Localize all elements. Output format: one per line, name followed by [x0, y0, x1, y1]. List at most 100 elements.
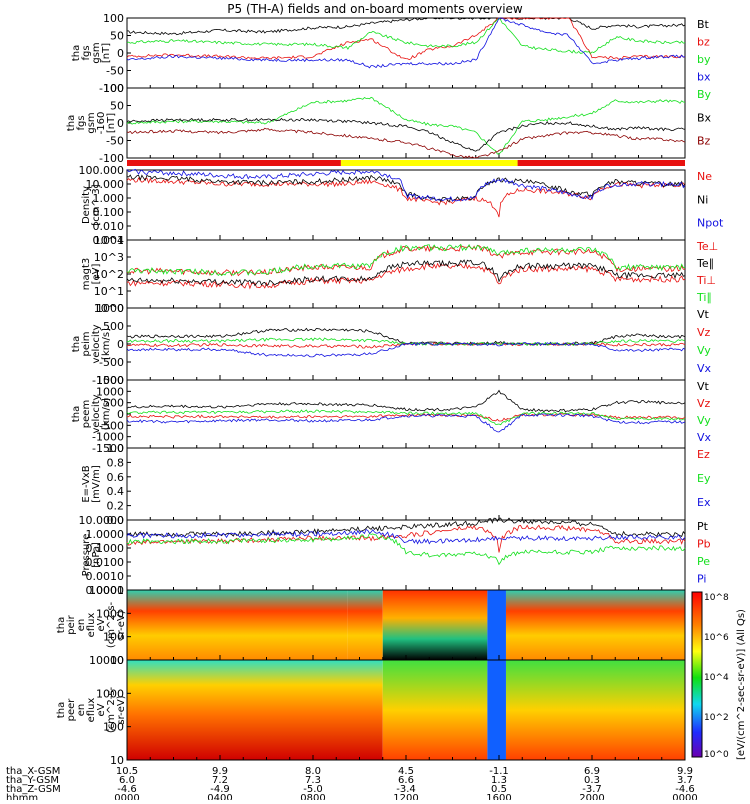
panel-ylabel: sr-eV)	[116, 695, 127, 724]
panel-ylabel: [km/s]	[101, 398, 112, 430]
y-tick-label: -1000	[92, 374, 124, 387]
y-tick-label: 1500	[96, 374, 124, 387]
ephem-value: 0.3	[584, 775, 600, 786]
series-Vx	[126, 342, 686, 358]
ephem-value: 0400	[207, 793, 232, 800]
y-tick-label: 100	[103, 82, 124, 95]
ephem-value: 0800	[300, 793, 325, 800]
panel-peir-spec: 10000 1000 100 10 tha peir en eflux eV (cm^2-s-sr…	[56, 584, 686, 667]
panel-frame	[126, 87, 686, 159]
panel-ylabel: velocity	[91, 324, 102, 363]
y-tick-label: 10	[110, 754, 124, 767]
series-Npot	[126, 168, 686, 202]
y-tick-label: 1000	[96, 687, 124, 700]
panel-peim-vel: 1000 500 0 -500 -1000 tha peim velocity [km/s] Vt…	[71, 302, 712, 387]
panel-ylabel: magt3	[81, 258, 92, 291]
legend-entry: Vz	[697, 397, 711, 410]
legend-entry: Ni	[697, 193, 708, 206]
series-bz	[126, 17, 686, 61]
legend-entry: bx	[697, 71, 711, 84]
spectrogram-block	[382, 660, 488, 760]
panel-ylabel: tha	[71, 45, 82, 61]
ephem-value: 1600	[486, 793, 511, 800]
y-tick-label: 1.0	[107, 442, 125, 455]
y-tick-label: 1000	[96, 607, 124, 620]
panel-ylabel: -160	[96, 112, 107, 135]
y-tick-label: 0.6	[107, 471, 125, 484]
y-tick-label: 0.2	[107, 500, 125, 513]
y-tick-label: 100	[103, 12, 124, 25]
spectrogram-block	[347, 590, 383, 660]
spectrogram-block	[382, 590, 488, 660]
legend-entry: Ey	[697, 472, 711, 485]
panel-ylabel: gsm	[86, 112, 97, 133]
panel-ylabel: Pressure	[81, 534, 92, 577]
ephem-value: 2000	[579, 793, 604, 800]
series-Vt	[126, 389, 686, 413]
ephem-label: tha_X-GSM	[6, 766, 60, 777]
legend-entry: Te∥	[696, 257, 714, 270]
ephem-value: -4.6	[675, 784, 695, 795]
legend-entry: Ne	[697, 170, 712, 183]
panel-efield: 1.00.8 0.60.4 0.20.0 E=-VxB [mV/m] Ez Ey Ex	[81, 442, 711, 527]
panel-ylabel: (cm^2-s-	[106, 601, 117, 648]
series-Vx	[126, 413, 686, 433]
y-tick-label: 0	[117, 117, 124, 130]
y-tick-label: -1000	[92, 431, 124, 444]
legend-entry: Bt	[697, 18, 710, 31]
ephem-value: 1200	[393, 793, 418, 800]
panel-frame	[126, 447, 686, 521]
series-Pt	[126, 517, 686, 537]
y-tick-label: 0.100	[93, 206, 125, 219]
series-Bx	[126, 117, 686, 152]
y-tick-label: 10^4	[94, 234, 124, 247]
y-tick-label: 0	[117, 338, 124, 351]
plot-title: P5 (TH-A) fields and on-board moments ov…	[227, 2, 523, 16]
ephem-value: 10.5	[116, 766, 138, 777]
colorbar-tick: 10^8	[704, 593, 729, 603]
ephem-value: -4.9	[210, 784, 230, 795]
y-tick-label: 10.0000	[79, 514, 125, 527]
panel-ylabel: peer	[66, 698, 77, 722]
y-tick-label: -500	[99, 419, 124, 432]
panel-ylabel: sr-eV)	[116, 610, 127, 639]
ephem-label: tha_Y-GSM	[6, 775, 59, 786]
region-segment	[127, 160, 341, 166]
y-tick-label: 1.0000	[86, 528, 125, 541]
y-tick-label: -1500	[92, 442, 124, 455]
ephem-value: 9.9	[212, 766, 228, 777]
panel-ylabel: tha	[71, 336, 82, 352]
ephem-value: 9.9	[677, 766, 693, 777]
y-tick-label: 10^3	[94, 251, 124, 264]
y-tick-label: 10	[110, 654, 124, 667]
legend-entry: Ez	[697, 448, 710, 461]
series-Bt	[127, 17, 686, 36]
panel-ylabel: en	[76, 704, 87, 717]
y-tick-label: 50	[110, 30, 124, 43]
panel-ylabel: [eV]	[91, 264, 102, 285]
legend-entry: Te⊥	[696, 240, 718, 253]
panel-frame	[126, 379, 686, 449]
y-tick-label: 0.0010	[86, 570, 125, 583]
series-by	[126, 17, 686, 55]
y-tick-label: 0.8	[107, 456, 125, 469]
legend-entry: Pe	[697, 555, 710, 568]
y-tick-label: 10.000	[86, 178, 125, 191]
colorbar-tick: 10^0	[704, 750, 729, 760]
legend-entry: Pi	[697, 573, 706, 586]
legend-entry: Bz	[697, 135, 711, 148]
panel-ylabel: peim	[81, 331, 92, 356]
y-tick-label: 500	[103, 397, 124, 410]
ephem-value: -3.7	[582, 784, 602, 795]
y-tick-label: 0.4	[107, 485, 125, 498]
panel-frame	[126, 17, 686, 89]
y-tick-label: -500	[99, 356, 124, 369]
y-tick-label: 0.1000	[86, 542, 125, 555]
legend-entry: Vx	[697, 431, 712, 444]
legend-entry: Vy	[697, 344, 711, 357]
panel-fgs-lmn: 100 50 0 -50 -100 tha fgs gsm -160 [nT] By Bx Bz	[66, 82, 712, 165]
ephemeris-columns: 10.56.0-4.60000Jul 169.97.2-4.904008.07.…	[112, 766, 699, 804]
panel-ylabel: [cm^-3]	[91, 184, 102, 225]
